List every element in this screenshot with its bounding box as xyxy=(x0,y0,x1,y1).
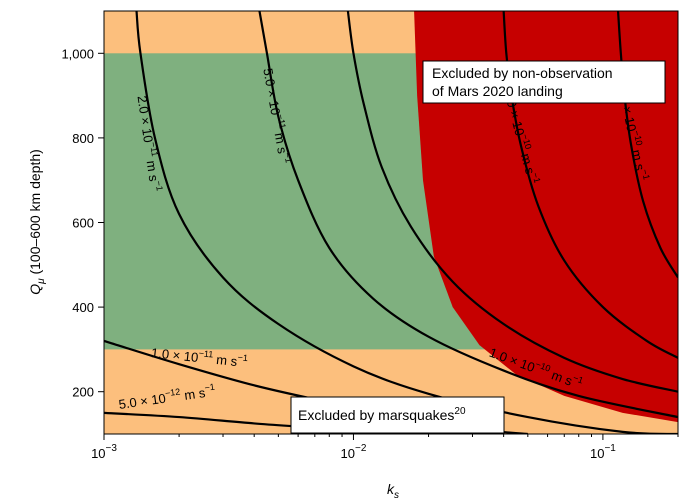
contour-line-6 xyxy=(616,11,678,279)
y-tick-label-4: 1,000 xyxy=(61,46,94,61)
marsquake-annotation-box xyxy=(290,396,505,434)
y-axis: 200 400 600 800 1,000 xyxy=(61,46,104,400)
landing-annotation-box xyxy=(422,60,666,104)
contour-line-3 xyxy=(258,11,678,419)
x-axis-label: ks xyxy=(387,481,399,499)
contour-line-4 xyxy=(346,11,678,393)
marsquake-annotation: Excluded by marsquakes20 xyxy=(290,396,505,434)
contour-label-1: 1.0 × 10−11 m s−1 xyxy=(150,343,248,370)
y-tick-label-2: 600 xyxy=(72,216,94,231)
y-tick-label-1: 400 xyxy=(72,300,94,315)
y-axis-label: Qμ (100–600 km depth) xyxy=(27,149,47,295)
landing-annotation-line2: of Mars 2020 landing xyxy=(432,83,563,99)
x-tick-label-0: 10−3 xyxy=(91,443,117,461)
y-tick-label-0: 200 xyxy=(72,385,94,400)
contour-label-2: 2.0 × 10−11 m s−1 xyxy=(135,94,165,192)
landing-annotation: Excluded by non-observation of Mars 2020… xyxy=(422,60,666,104)
excluded-landing-region xyxy=(414,11,678,423)
contour-label-0: 5.0 × 10−12 m s−1 xyxy=(117,382,216,412)
x-tick-label-2: 10−1 xyxy=(590,443,616,461)
marsquake-annotation-text: Excluded by marsquakes20 xyxy=(298,406,466,423)
contour-line-2 xyxy=(135,11,678,434)
x-axis: 10−3 10−2 10−1 xyxy=(91,434,679,461)
landing-annotation-line1: Excluded by non-observation xyxy=(432,65,613,81)
y-tick-label-3: 800 xyxy=(72,131,94,146)
x-tick-label-1: 10−2 xyxy=(341,443,367,461)
